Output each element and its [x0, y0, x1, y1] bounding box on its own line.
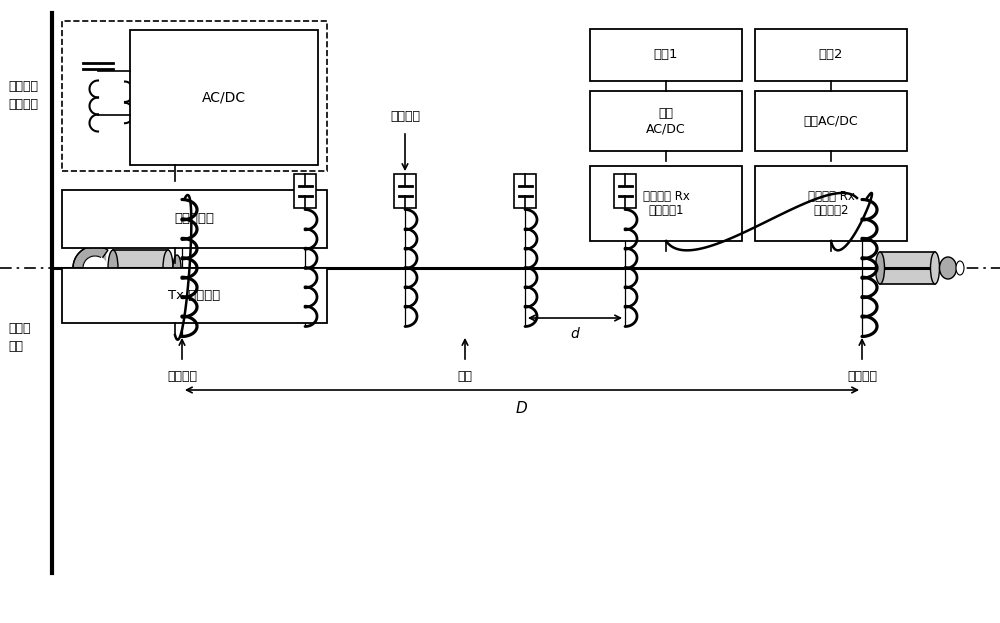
Text: 补偿网络 Rx
能量通道2: 补偿网络 Rx 能量通道2 — [808, 189, 854, 217]
Bar — [590, 91, 742, 151]
Bar — [755, 166, 907, 241]
Ellipse shape — [956, 261, 964, 275]
Text: 负载1: 负载1 — [654, 49, 678, 62]
Bar — [113, 250, 168, 286]
Text: 磁场能量
收集装置: 磁场能量 收集装置 — [8, 80, 38, 112]
Text: 补偿电容: 补偿电容 — [390, 110, 420, 123]
Text: $D$: $D$ — [515, 400, 529, 416]
Bar — [590, 166, 742, 241]
Ellipse shape — [163, 250, 173, 286]
Bar — [880, 252, 935, 284]
Text: $d$: $d$ — [570, 326, 580, 341]
Ellipse shape — [173, 255, 181, 281]
Bar — [130, 30, 318, 165]
Bar — [514, 174, 536, 208]
Bar — [62, 21, 327, 171]
Ellipse shape — [876, 252, 884, 284]
Ellipse shape — [939, 257, 956, 279]
Bar — [294, 174, 316, 208]
Text: 中继: 中继 — [458, 370, 473, 383]
Bar — [62, 190, 327, 248]
Polygon shape — [73, 246, 108, 290]
Text: 高频
AC/DC: 高频 AC/DC — [646, 107, 686, 135]
Bar — [755, 91, 907, 151]
Text: 发射线圈: 发射线圈 — [167, 370, 197, 383]
Bar — [614, 174, 636, 208]
Ellipse shape — [83, 256, 107, 280]
Text: 高频AC/DC: 高频AC/DC — [804, 115, 858, 128]
Bar — [590, 29, 742, 81]
Text: 双频逆变器: 双频逆变器 — [174, 212, 214, 226]
Text: Tx 补偿网络: Tx 补偿网络 — [168, 289, 221, 302]
Text: 负载2: 负载2 — [819, 49, 843, 62]
Text: 高压输
电线: 高压输 电线 — [8, 323, 30, 353]
Text: 接收线圈: 接收线圈 — [847, 370, 877, 383]
Text: 补偿网络 Rx
能量通道1: 补偿网络 Rx 能量通道1 — [643, 189, 689, 217]
Text: AC/DC: AC/DC — [202, 90, 246, 105]
Ellipse shape — [930, 252, 940, 284]
Bar — [394, 174, 416, 208]
Ellipse shape — [108, 250, 118, 286]
Bar — [62, 268, 327, 323]
Bar — [755, 29, 907, 81]
